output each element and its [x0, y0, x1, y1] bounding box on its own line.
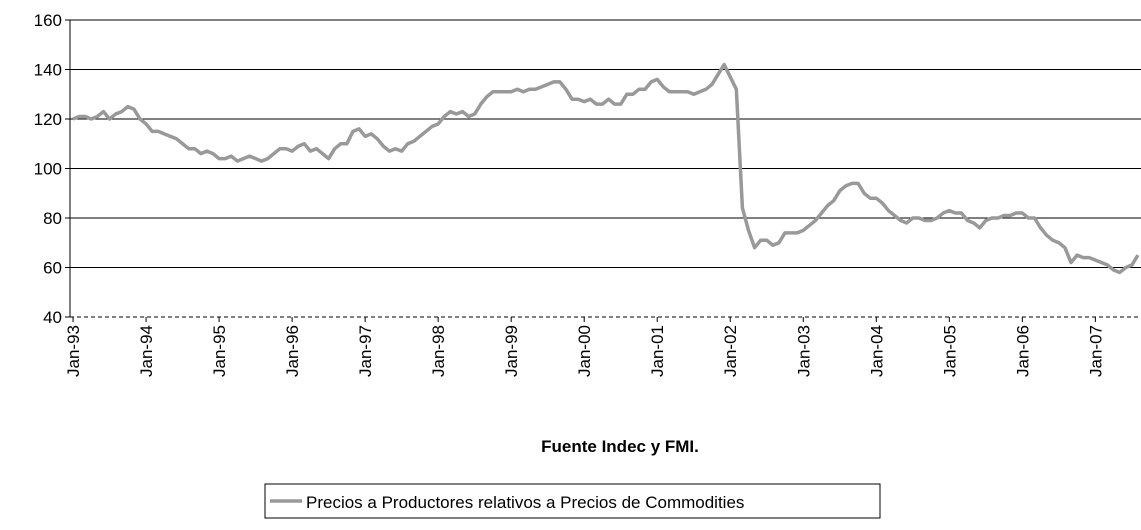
x-tick-label: Jan-02 — [721, 325, 740, 377]
x-tick-label: Jan-99 — [502, 325, 521, 377]
y-tick-label: 40 — [43, 308, 62, 327]
x-tick-label: Jan-07 — [1086, 325, 1105, 377]
y-tick-label: 100 — [34, 160, 62, 179]
x-tick-label: Jan-94 — [137, 325, 156, 377]
x-tick-label: Jan-04 — [867, 325, 886, 377]
x-tick-label: Jan-95 — [210, 325, 229, 377]
data-line — [72, 62, 1140, 275]
y-tick-label: 120 — [34, 110, 62, 129]
y-tick-label: 160 — [34, 11, 62, 30]
y-tick-label: 140 — [34, 61, 62, 80]
x-tick-label: Jan-03 — [794, 325, 813, 377]
x-tick-label: Jan-98 — [429, 325, 448, 377]
x-tick-label: Jan-00 — [575, 325, 594, 377]
x-tick-label: Jan-05 — [940, 325, 959, 377]
x-tick-label: Jan-01 — [648, 325, 667, 377]
legend-label: Precios a Productores relativos a Precio… — [306, 493, 744, 512]
x-tick-label: Jan-97 — [356, 325, 375, 377]
x-axis-label: Fuente Indec y FMI. — [541, 437, 699, 456]
x-tick-label: Jan-06 — [1013, 325, 1032, 377]
y-tick-label: 60 — [43, 259, 62, 278]
x-tick-label: Jan-93 — [64, 325, 83, 377]
x-tick-label: Jan-96 — [283, 325, 302, 377]
y-tick-label: 80 — [43, 209, 62, 228]
legend-box — [264, 483, 881, 519]
